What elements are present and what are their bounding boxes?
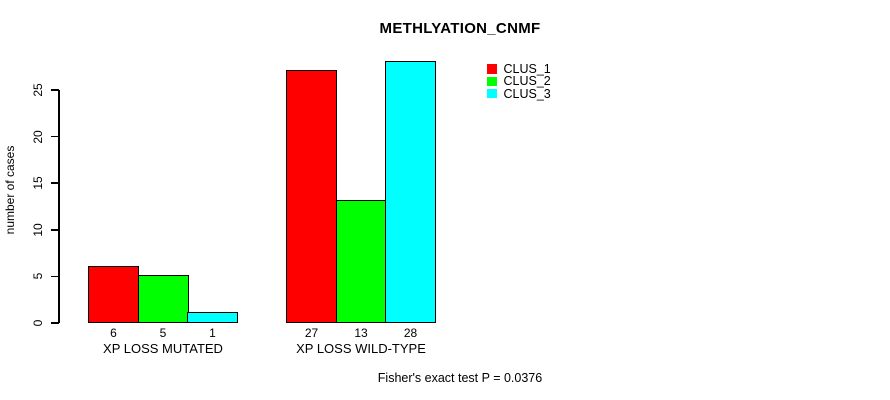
chart-title: METHLYATION_CNMF bbox=[379, 20, 541, 37]
y-axis-label: number of cases bbox=[3, 145, 17, 235]
y-axis-tick bbox=[51, 182, 59, 184]
legend-label-clus-3: CLUS_3 bbox=[503, 86, 551, 101]
legend-label-clus-1: CLUS_1 bbox=[503, 62, 551, 77]
legend-swatch-clus-2-icon bbox=[487, 76, 497, 87]
y-axis-tick bbox=[51, 322, 59, 324]
bar-clus_3-2 bbox=[385, 60, 436, 323]
legend-item-clus-2: CLUS_2 bbox=[487, 74, 551, 89]
bar-value-label: 27 bbox=[304, 326, 319, 340]
legend-swatch-clus-1-icon bbox=[487, 64, 497, 74]
x-category-label: XP LOSS MUTATED bbox=[103, 341, 223, 356]
y-axis-tick bbox=[51, 229, 59, 231]
bar-value-label: 5 bbox=[159, 326, 167, 340]
legend-item-clus-1: CLUS_1 bbox=[487, 63, 551, 75]
bar-clus_2-1 bbox=[137, 274, 189, 323]
annotation-text: Fisher's exact test P = 0.0376 bbox=[377, 371, 543, 385]
y-axis-line bbox=[58, 90, 60, 323]
legend-swatch-clus-3-icon bbox=[487, 88, 497, 99]
bar-value-label: 1 bbox=[209, 326, 216, 340]
legend-label-clus-2: CLUS_2 bbox=[503, 74, 551, 89]
bar-value-label: 28 bbox=[403, 326, 418, 340]
y-axis-tick-label: 25 bbox=[31, 83, 45, 97]
y-axis-tick-label: 20 bbox=[31, 129, 45, 144]
bar-clus_1-1 bbox=[88, 265, 139, 323]
legend-item-clus-3: CLUS_3 bbox=[487, 86, 551, 101]
y-axis-tick-label: 0 bbox=[31, 319, 45, 327]
y-axis-tick-label: 5 bbox=[31, 273, 45, 280]
bar-clus_3-1 bbox=[187, 312, 238, 323]
y-axis-tick bbox=[51, 275, 59, 278]
bar-clus_1-2 bbox=[286, 69, 337, 323]
legend: CLUS_1 CLUS_2 CLUS_3 bbox=[487, 63, 551, 100]
y-axis-tick-label: 15 bbox=[31, 176, 45, 190]
y-axis-tick-label: 10 bbox=[31, 223, 45, 237]
bar-clus_2-2 bbox=[335, 200, 387, 323]
x-category-label: XP LOSS WILD-TYPE bbox=[296, 341, 426, 356]
y-axis-tick bbox=[51, 135, 59, 138]
bar-value-label: 13 bbox=[354, 326, 368, 340]
bar-value-label: 6 bbox=[110, 326, 117, 340]
y-axis-tick bbox=[51, 89, 59, 91]
